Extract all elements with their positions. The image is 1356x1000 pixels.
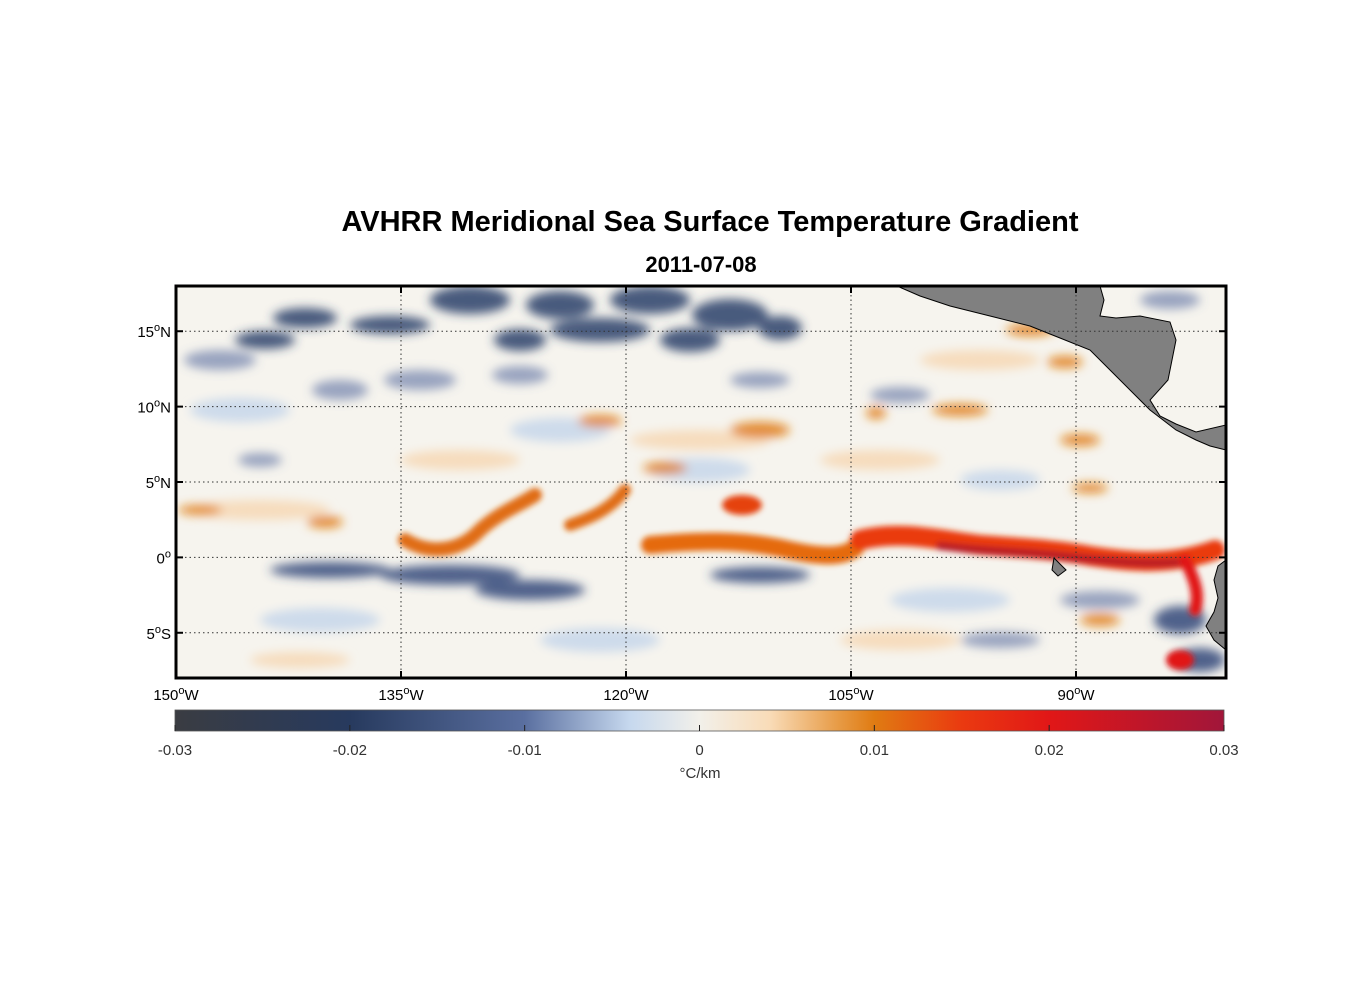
lon-tick-label: 90oW xyxy=(1058,685,1096,704)
colorbar-unit-label: °C/km xyxy=(680,765,721,782)
galapagos-islands xyxy=(1051,556,1067,577)
equatorial-front xyxy=(398,484,1225,670)
sst-gradient-map xyxy=(176,286,1226,678)
land-mass xyxy=(896,286,1226,651)
colorbar-tick-label: 0.02 xyxy=(1035,742,1064,759)
lat-tick-label: 10oN xyxy=(137,398,171,417)
colorbar-tick-label: -0.02 xyxy=(333,742,367,759)
colorbar-tick-label: -0.01 xyxy=(508,742,542,759)
colorbar-ticks: -0.03 -0.02 -0.01 0 0.01 0.02 0.03 xyxy=(158,725,1239,759)
lat-tick-label: 0o xyxy=(157,548,171,567)
lat-tick-label: 15oN xyxy=(137,322,171,341)
south-america-land xyxy=(1205,559,1226,651)
colorbar-tick-label: 0 xyxy=(695,742,703,759)
lat-tick-label: 5oS xyxy=(147,624,171,643)
colorbar-tick-label: -0.03 xyxy=(158,742,192,759)
lon-tick-label: 150oW xyxy=(153,685,199,704)
map-axes: 150oW 135oW 120oW 105oW 90oW 15oN 10oN 5oN 0o 5oS xyxy=(137,286,1226,704)
lon-tick-label: 105oW xyxy=(828,685,874,704)
colorbar: -0.03 -0.02 -0.01 0 0.01 0.02 0.03 °C/km xyxy=(158,709,1239,782)
lat-tick-label: 5oN xyxy=(146,473,171,492)
central-america-land xyxy=(896,286,1226,451)
lon-tick-label: 120oW xyxy=(603,685,649,704)
gradient-field xyxy=(178,286,1225,672)
colorbar-tick-label: 0.01 xyxy=(860,742,889,759)
colorbar-tick-label: 0.03 xyxy=(1209,742,1238,759)
lon-tick-label: 135oW xyxy=(378,685,424,704)
chart-title: AVHRR Meridional Sea Surface Temperature… xyxy=(341,206,1079,238)
chart-subtitle: 2011-07-08 xyxy=(645,252,757,277)
